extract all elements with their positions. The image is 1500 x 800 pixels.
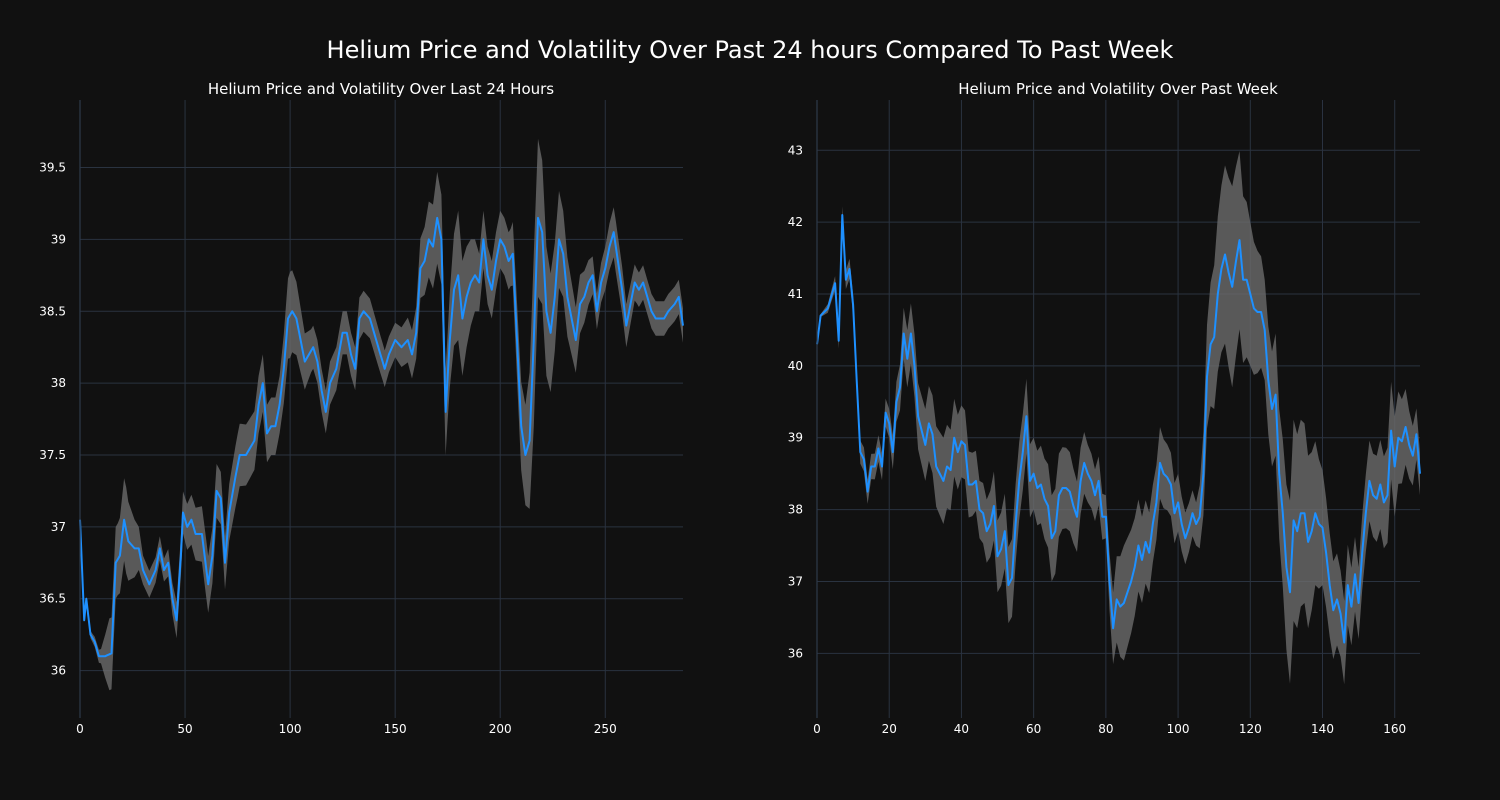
x-tick-label: 200 [489,722,512,736]
y-tick-label: 38 [788,503,803,517]
y-tick-label: 36.5 [39,592,66,606]
x-tick-label: 100 [1167,722,1190,736]
x-tick-label: 80 [1098,722,1113,736]
x-tick-label: 250 [594,722,617,736]
volatility-band [80,138,683,691]
y-tick-label: 39 [51,232,66,246]
x-tick-label: 0 [76,722,84,736]
price-line [79,216,684,658]
panel-title-week: Helium Price and Volatility Over Past We… [958,80,1278,98]
panel-last-24-hours: Helium Price and Volatility Over Last 24… [39,80,684,736]
y-tick-label: 37 [788,574,803,588]
x-tick-label: 50 [177,722,192,736]
price-line [816,214,1421,644]
y-tick-label: 36 [788,646,803,660]
x-tick-label: 60 [1026,722,1041,736]
y-tick-label: 42 [788,215,803,229]
x-tick-label: 160 [1383,722,1406,736]
x-tick-label: 120 [1239,722,1262,736]
panel-title-24h: Helium Price and Volatility Over Last 24… [208,80,554,98]
y-tick-label: 40 [788,359,803,373]
volatility-band [817,151,1420,685]
x-tick-label: 0 [813,722,821,736]
y-tick-label: 41 [788,287,803,301]
panel-past-week: Helium Price and Volatility Over Past We… [788,80,1421,736]
x-tick-label: 20 [882,722,897,736]
x-tick-label: 40 [954,722,969,736]
x-tick-label: 150 [384,722,407,736]
figure-title: Helium Price and Volatility Over Past 24… [327,36,1174,64]
y-tick-label: 43 [788,143,803,157]
y-tick-label: 37 [51,520,66,534]
x-tick-label: 140 [1311,722,1334,736]
y-tick-label: 39 [788,431,803,445]
y-tick-label: 36 [51,664,66,678]
y-tick-label: 39.5 [39,161,66,175]
x-tick-label: 100 [279,722,302,736]
y-tick-label: 38 [51,376,66,390]
y-tick-label: 38.5 [39,304,66,318]
y-tick-label: 37.5 [39,448,66,462]
